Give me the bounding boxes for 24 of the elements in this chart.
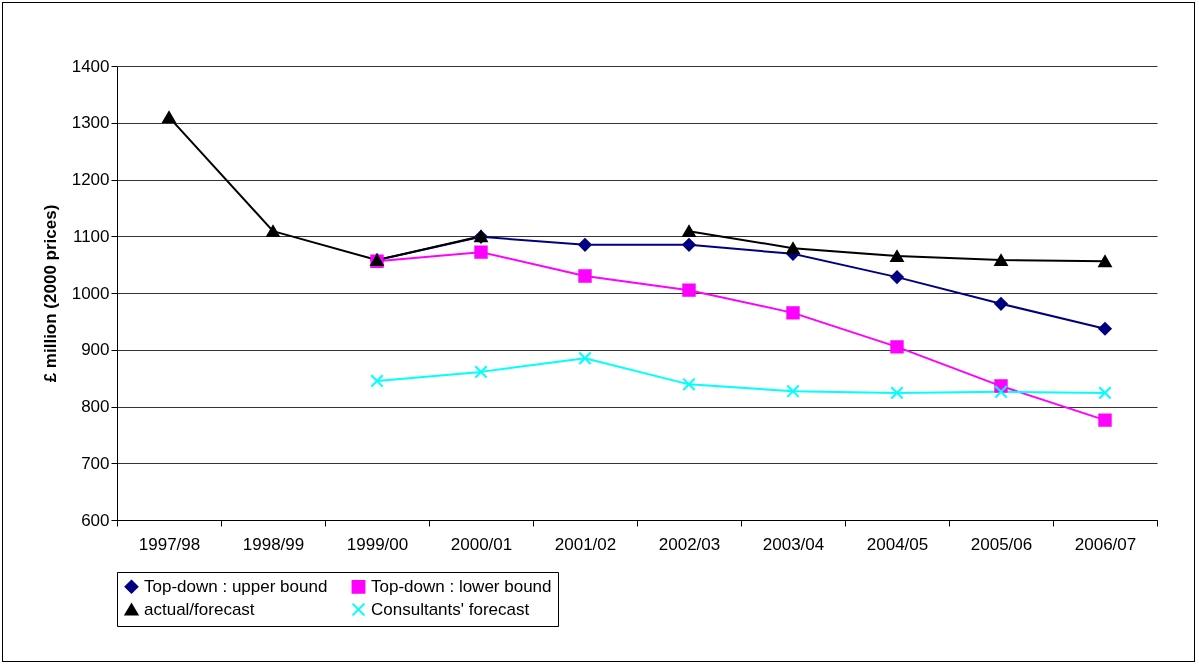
y-tick-label: 900 (81, 340, 110, 360)
legend-label: Top-down : lower bound (371, 576, 552, 596)
x-tick-label: 1998/99 (242, 534, 305, 554)
x-tick-label: 2005/06 (970, 534, 1033, 554)
legend-label: Top-down : upper bound (144, 576, 328, 596)
y-axis-title: £ million (2000 prices) (40, 204, 60, 383)
legend-label: actual/forecast (144, 599, 255, 619)
y-tick-label: 1000 (71, 283, 110, 303)
x-tick-label: 1999/00 (346, 534, 409, 554)
x-tick-label: 2006/07 (1074, 534, 1137, 554)
legend-label: Consultants' forecast (371, 599, 530, 619)
y-tick-label: 1200 (71, 170, 110, 189)
y-tick-label: 600 (81, 510, 110, 530)
x-tick-label: 2004/05 (866, 534, 929, 554)
x-tick-label: 1997/98 (138, 534, 201, 554)
y-tick-label: 700 (81, 453, 110, 473)
y-tick-label: 1400 (71, 56, 110, 76)
y-tick-label: 1100 (72, 226, 110, 246)
x-tick-label: 2001/02 (554, 534, 617, 554)
y-tick-label: 1300 (71, 113, 110, 133)
x-tick-label: 2000/01 (450, 534, 513, 554)
x-tick-label: 2003/04 (762, 534, 825, 554)
x-tick-label: 2002/03 (658, 534, 721, 554)
y-tick-label: 800 (81, 397, 110, 416)
